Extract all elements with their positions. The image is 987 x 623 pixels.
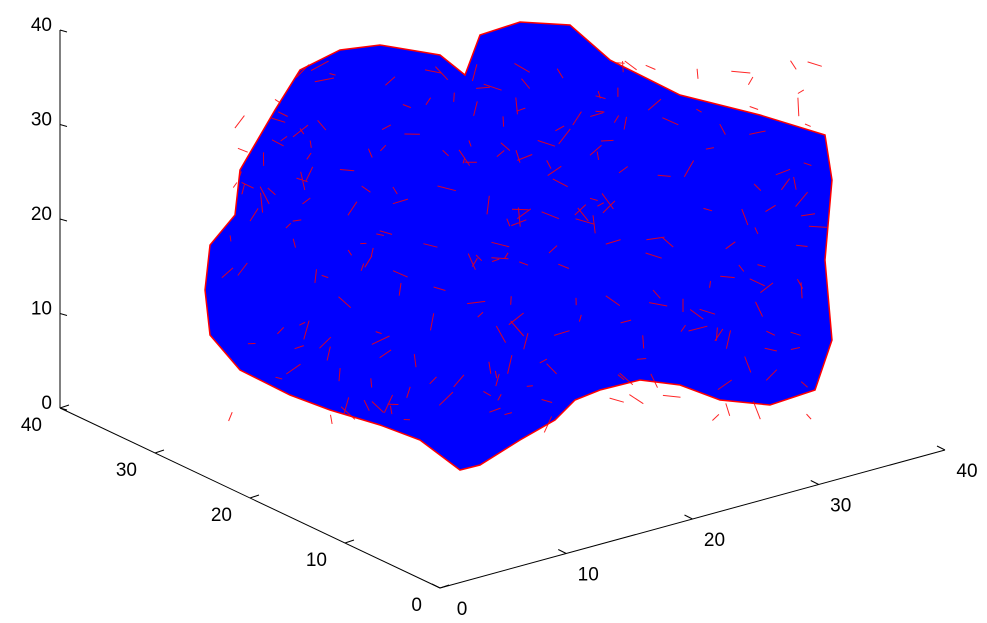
- y-tick-label: 20: [211, 505, 232, 526]
- y-tick: [344, 539, 355, 544]
- x-tick-label: 20: [704, 530, 725, 551]
- y-tick-label: 10: [306, 550, 327, 571]
- z-tick: [59, 124, 68, 127]
- cloud-mesh: [221, 60, 827, 433]
- x-tick-label: 40: [956, 461, 977, 482]
- point-cloud: [204, 21, 833, 471]
- z-tick-label: 30: [31, 110, 52, 131]
- x-tick-label: 0: [457, 599, 468, 620]
- z-tick-label: 10: [31, 299, 52, 320]
- y-tick: [154, 449, 165, 454]
- x-tick: [684, 514, 693, 520]
- y-tick: [249, 494, 260, 499]
- x-tick: [431, 583, 441, 589]
- x-tick: [810, 480, 819, 485]
- z-tick: [59, 29, 68, 33]
- z-tick-label: 20: [31, 204, 52, 225]
- y-tick-label: 30: [116, 460, 137, 481]
- y-tick-label: 40: [21, 415, 42, 436]
- cloud-body: [204, 21, 833, 471]
- z-tick-label: 0: [41, 393, 52, 414]
- y-tick: [59, 404, 70, 409]
- z-tick: [59, 313, 68, 316]
- x-tick: [558, 549, 567, 554]
- y-tick-label: 0: [411, 595, 422, 616]
- x-tick-label: 30: [830, 496, 851, 517]
- z-tick: [59, 218, 68, 222]
- x-tick: [936, 445, 946, 451]
- z-tick-label: 40: [31, 15, 52, 36]
- x-tick-label: 10: [578, 565, 599, 586]
